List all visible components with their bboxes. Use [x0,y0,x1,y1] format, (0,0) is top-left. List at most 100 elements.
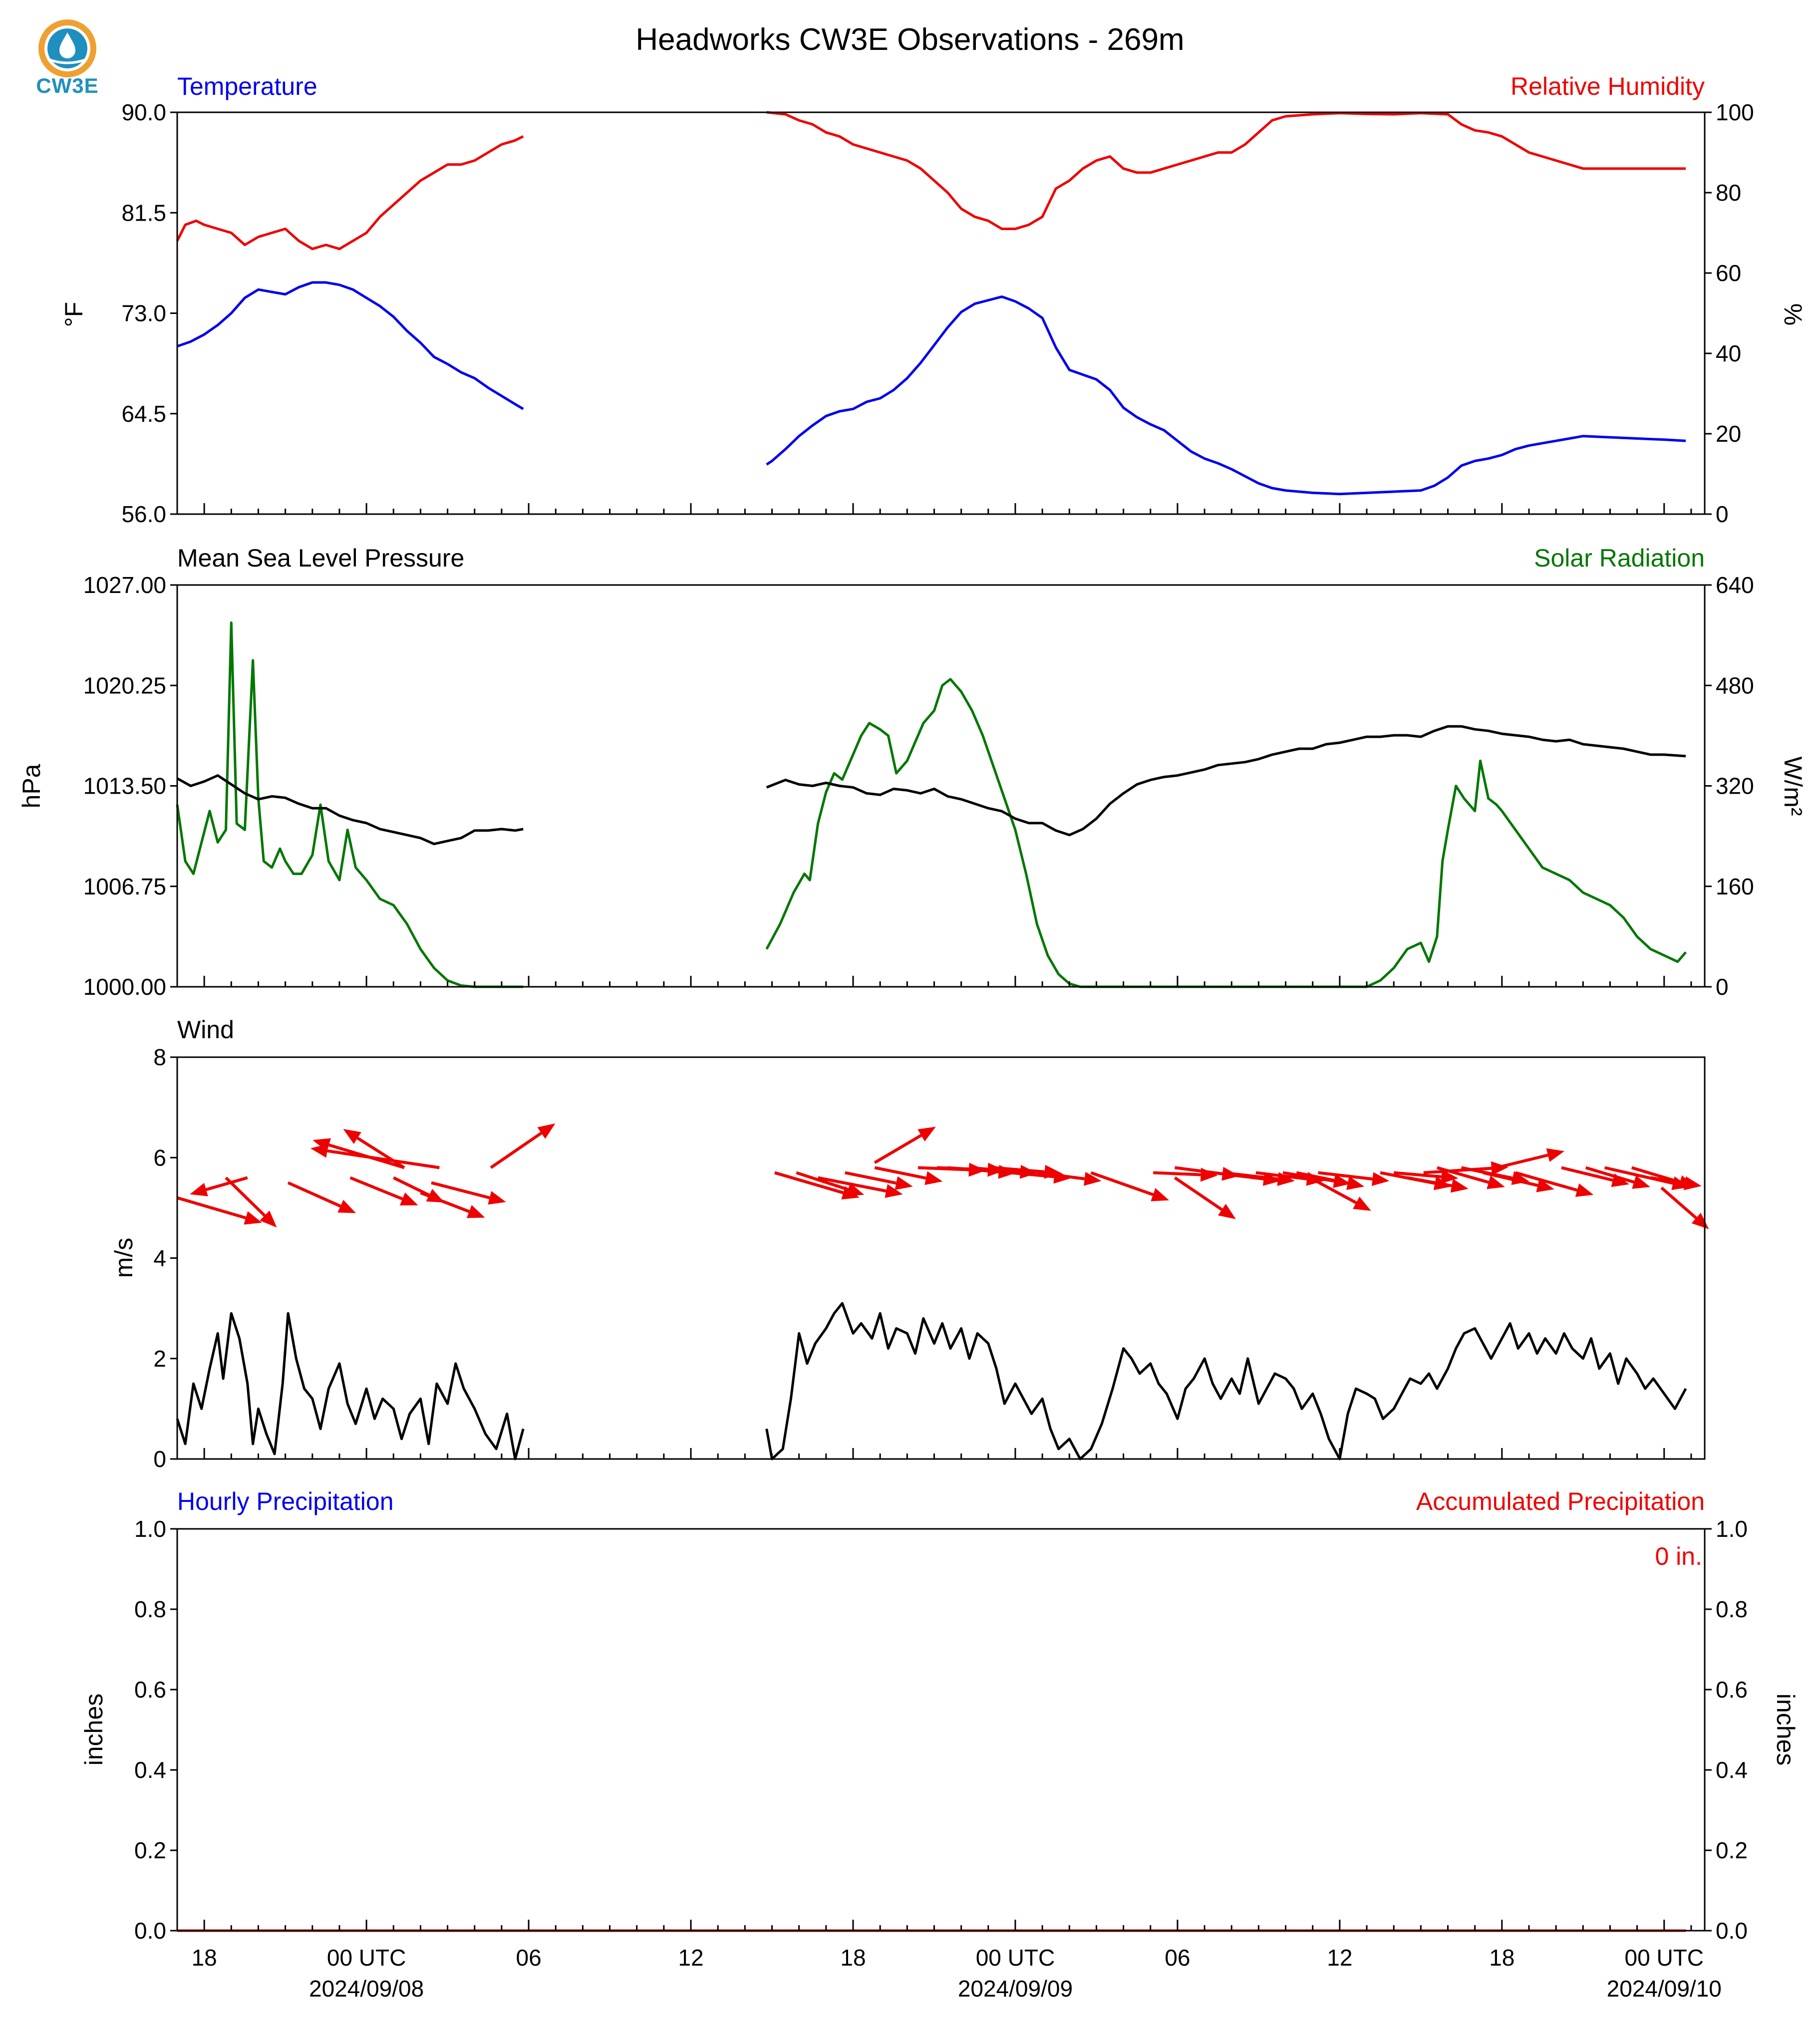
wind-arrow-head [260,1210,277,1228]
wind-arrow-shaft [349,1176,403,1200]
wind-arrow-head [1371,1172,1390,1186]
wind-arrow-shaft [1515,1171,1578,1192]
x-tick-label: 12 [1327,1945,1352,1971]
wind-arrow-shaft [1393,1171,1442,1178]
wind-arrow-shaft [1009,1171,1054,1178]
solar-series-line [765,678,1687,988]
precip-frame [176,1528,1706,1932]
wind-arrow-shaft [327,1149,440,1169]
y-tick-label: 2 [153,1346,166,1372]
y-tick-label: 1027.00 [83,572,166,598]
wind-arrow-shaft [947,1166,999,1173]
wind-arrow-shaft [969,1166,1021,1173]
wind-arrow-shaft [356,1137,405,1169]
wind-arrow-shaft [1318,1171,1373,1181]
temperature-series-line [766,295,1686,496]
y-tick-label: 56.0 [121,501,166,527]
solar-tick-labels: 640 480 320 160 0 [1705,572,1754,1000]
wind-arrow-head [190,1182,208,1196]
y-tick-label: 1.0 [134,1516,166,1542]
wind-arrow-shaft [874,1134,922,1164]
pressure-solar-frame [176,584,1706,988]
y-tick-label: 160 [1716,873,1754,899]
y-tick-label: 73.0 [121,300,166,326]
wind-arrow-head [1536,1178,1554,1192]
x-axis-labels: 18 00 UTC 06 12 18 00 UTC 06 12 18 00 UTC 2024/09/… [192,1945,1722,2002]
y-tick-label: 80 [1716,180,1741,206]
wind-arrow-shaft [1423,1166,1492,1174]
chart-title: Headworks CW3E Observations - 269m [635,22,1184,57]
wind-arrow-shaft [1660,1186,1697,1219]
humidity-series-line [176,135,524,251]
pressure-tick-labels: 1027.00 1020.25 1013.50 1006.75 1000.00 [83,572,177,1000]
wind-arrow-head [537,1123,556,1139]
logo-text: CW3E [36,74,99,97]
y-tick-label: 1.0 [1716,1516,1748,1542]
y-tick-label: 0.4 [134,1757,166,1783]
wind-arrow-head [1546,1148,1564,1162]
y-tick-label: 1000.00 [83,974,166,1000]
hourly-precip-title: Hourly Precipitation [177,1487,394,1515]
y-tick-label: 0 [153,1446,166,1472]
humidity-tick-labels: 100 80 60 40 20 0 [1705,99,1754,527]
temperature-humidity-frame [176,111,1706,515]
y-tick-label: 0.6 [134,1677,166,1703]
wind-speed-series-line [765,1302,1687,1460]
wind-arrow-head [1575,1183,1594,1197]
wind-arrow-shaft [420,1191,470,1213]
wind-arrow-head [1632,1175,1650,1189]
wind-arrow-head [488,1191,506,1205]
wind-arrow-head [399,1192,418,1205]
wind-arrow-head [1487,1175,1505,1189]
panel-precipitation: Hourly Precipitation Accumulated Precipi… [80,1487,1800,2002]
y-tick-label: 100 [1716,99,1754,125]
wind-arrow-head [1217,1203,1236,1219]
accum-precip-tick-labels: 1.0 0.8 0.6 0.4 0.2 0.0 [1705,1516,1748,1944]
x-tick-label: 12 [678,1945,703,1971]
wind-arrow-shaft [1407,1176,1452,1187]
wind-arrow-shaft [1437,1166,1489,1184]
solar-series-line [176,621,524,988]
y-tick-label: 0.0 [1716,1918,1748,1944]
wind-arrow-head [1084,1171,1102,1186]
panel-pressure-solar: Mean Sea Level Pressure Solar Radiation … [17,544,1807,1000]
hourly-precip-tick-labels: 1.0 0.8 0.6 0.4 0.2 0.0 [134,1516,177,1944]
wind-arrow-head [846,1182,865,1196]
wind-arrow-shaft [1090,1171,1154,1196]
wind-arrow-shaft [1223,1171,1278,1181]
x-tick-label: 18 [840,1945,866,1971]
solar-unit: W/m² [1779,756,1807,816]
y-tick-label: 0 [1716,501,1729,527]
x-date-label: 2024/09/08 [309,1976,424,2002]
x-date-label: 2024/09/10 [1607,1976,1722,2002]
pressure-title: Mean Sea Level Pressure [177,544,464,572]
panel-1-xticks [176,503,1692,514]
wind-arrow-shaft [1036,1171,1085,1180]
wind-arrow-shaft [993,1166,1045,1173]
y-tick-label: 81.5 [121,200,166,226]
y-tick-label: 64.5 [121,401,166,427]
x-tick-label: 00 UTC [976,1945,1055,1971]
wind-arrow-head [895,1176,913,1190]
wind-unit: m/s [110,1238,138,1278]
temperature-tick-labels: 90.0 81.5 73.0 64.5 56.0 [121,99,177,527]
wind-arrow-head [466,1205,485,1218]
wind-arrow-shaft [774,1171,844,1194]
wind-arrow-shaft [845,1171,897,1185]
panel-3-xticks [176,1448,1692,1459]
wind-arrow-shaft [818,1176,887,1193]
wind-arrow-shaft [177,1196,247,1219]
y-tick-label: 320 [1716,773,1754,799]
panel-2-xticks [176,976,1692,987]
wind-arrow-head [1346,1176,1365,1190]
wind-arrow-shaft [1255,1171,1307,1180]
y-tick-label: 20 [1716,421,1741,447]
y-tick-label: 6 [153,1145,166,1170]
y-tick-label: 0.8 [1716,1596,1748,1622]
pressure-unit: hPa [17,764,45,808]
x-tick-label: 18 [1489,1945,1515,1971]
wind-arrow-shaft [1296,1171,1348,1185]
wind-arrow-shaft [874,1166,926,1180]
temperature-humidity-lines [176,111,1686,496]
accum-precip-unit: inches [1772,1694,1800,1766]
